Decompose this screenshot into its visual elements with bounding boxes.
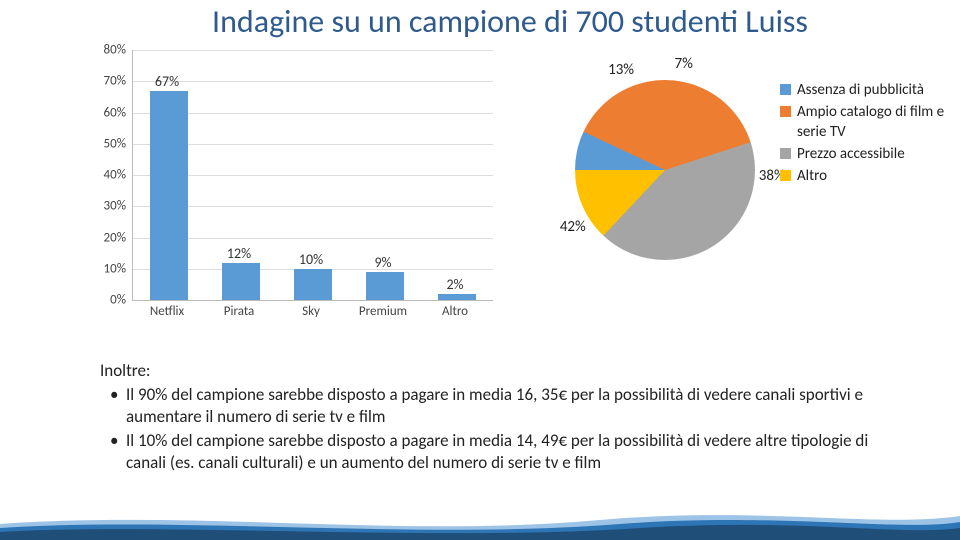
- bar-category-label: Netflix: [131, 304, 203, 319]
- body-lead: Inoltre:: [100, 360, 910, 382]
- bar-value-label: 9%: [353, 254, 413, 271]
- decorative-wave: [0, 506, 960, 540]
- legend-label: Ampio catalogo di film e serie TV: [797, 102, 950, 142]
- bar-value-label: 10%: [281, 251, 341, 268]
- bar: [222, 263, 260, 301]
- legend-item: Altro: [780, 166, 950, 186]
- bar-value-label: 67%: [137, 73, 197, 90]
- y-axis-label: 20%: [80, 230, 126, 245]
- y-axis-label: 10%: [80, 261, 126, 276]
- legend-item: Assenza di pubblicità: [780, 80, 950, 100]
- bar-category-label: Sky: [275, 304, 347, 319]
- y-axis-label: 60%: [80, 105, 126, 120]
- y-axis-label: 40%: [80, 168, 126, 183]
- slide-title: Indagine su un campione di 700 studenti …: [170, 4, 850, 40]
- body-text: Inoltre: Il 90% del campione sarebbe dis…: [100, 360, 910, 476]
- bar: [150, 91, 188, 300]
- legend-swatch: [780, 84, 791, 95]
- pie-chart: 7%38%42%13%: [575, 80, 755, 260]
- body-bullets: Il 90% del campione sarebbe disposto a p…: [100, 384, 910, 474]
- legend-swatch: [780, 148, 791, 159]
- bar-category-label: Pirata: [203, 304, 275, 319]
- pie-slice-label: 7%: [675, 55, 693, 73]
- y-axis-label: 80%: [80, 43, 126, 58]
- legend-label: Assenza di pubblicità: [797, 80, 924, 100]
- bar: [294, 269, 332, 300]
- y-axis-label: 0%: [80, 293, 126, 308]
- body-bullet: Il 10% del campione sarebbe disposto a p…: [126, 430, 910, 474]
- gridline: [133, 50, 493, 51]
- pie-legend: Assenza di pubblicitàAmpio catalogo di f…: [780, 80, 950, 188]
- pie-chart-disc: [575, 80, 755, 260]
- legend-label: Prezzo accessibile: [797, 144, 905, 164]
- bar-value-label: 12%: [209, 245, 269, 262]
- pie-slice-label: 42%: [560, 218, 586, 236]
- pie-slice-label: 13%: [608, 61, 634, 79]
- y-axis-label: 30%: [80, 199, 126, 214]
- legend-swatch: [780, 170, 791, 181]
- y-axis-label: 50%: [80, 136, 126, 151]
- bar: [366, 272, 404, 300]
- legend-item: Prezzo accessibile: [780, 144, 950, 164]
- slide: Indagine su un campione di 700 studenti …: [0, 0, 960, 540]
- bar-chart: 0%10%20%30%40%50%60%70%80%67%Netflix12%P…: [80, 50, 500, 330]
- legend-swatch: [780, 106, 791, 117]
- bar-value-label: 2%: [425, 276, 485, 293]
- legend-item: Ampio catalogo di film e serie TV: [780, 102, 950, 142]
- bar: [438, 294, 476, 300]
- bar-category-label: Altro: [419, 304, 491, 319]
- bar-category-label: Premium: [347, 304, 419, 319]
- legend-label: Altro: [797, 166, 827, 186]
- body-bullet: Il 90% del campione sarebbe disposto a p…: [126, 384, 910, 428]
- y-axis-label: 70%: [80, 74, 126, 89]
